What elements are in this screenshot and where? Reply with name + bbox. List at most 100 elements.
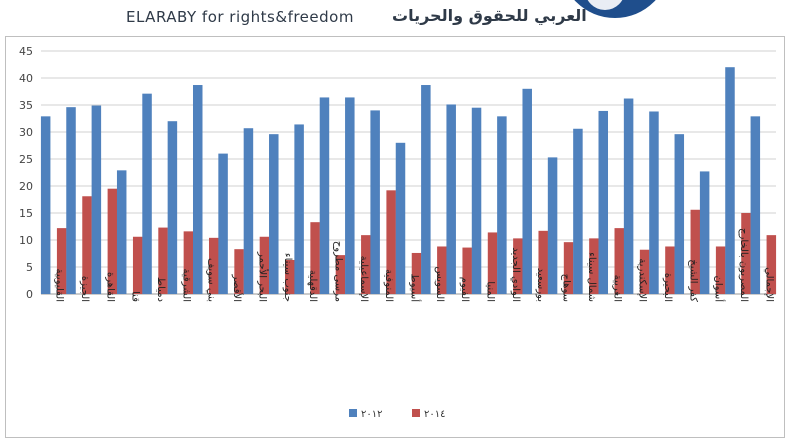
x-tick-label: أسوان xyxy=(713,276,726,303)
bar xyxy=(639,249,650,294)
x-tick-label: الوادي الجديد xyxy=(510,247,521,302)
x-tick-label: الفيوم xyxy=(459,277,470,302)
bar xyxy=(82,196,92,294)
x-tick-label: سوهاج xyxy=(561,274,572,302)
bar xyxy=(446,104,456,295)
bar xyxy=(547,157,558,294)
logo-inner-icon xyxy=(585,0,625,10)
bar xyxy=(66,107,76,294)
bar xyxy=(437,246,447,294)
bar xyxy=(725,67,735,294)
chart-container: 0 5 10 15 20 25 30 35 40 45 القليوبية الجيزة القاهرة… xyxy=(5,36,785,438)
bar xyxy=(183,231,194,294)
y-tick-label: 20 xyxy=(19,180,33,193)
legend-label: ٢٠١٢ xyxy=(361,409,382,420)
brand-arabic: العربي للحقوق والحريات xyxy=(392,6,587,25)
y-tick-label: 10 xyxy=(19,234,33,247)
bar xyxy=(649,111,659,294)
bar xyxy=(345,97,355,294)
y-tick-label: 45 xyxy=(19,45,33,58)
y-tick-label: 0 xyxy=(26,288,33,301)
y-tick-label: 25 xyxy=(19,153,33,166)
x-tick-label: جنوب سيناء xyxy=(282,253,293,302)
y-tick-label: 15 xyxy=(19,207,33,220)
bar xyxy=(513,238,523,294)
x-tick-label: الشرقية xyxy=(180,269,191,302)
x-tick-label: الإسكندرية xyxy=(637,258,648,302)
x-tick-label: المنوفية xyxy=(383,269,394,302)
bar xyxy=(361,235,371,294)
x-tick-label: القاهرة xyxy=(104,272,115,302)
x-tick-label: السويس xyxy=(434,267,445,302)
y-tick-label: 35 xyxy=(19,99,33,112)
x-tick-label: القليوبية xyxy=(54,268,65,302)
x-tick-label: الأقصر xyxy=(231,274,244,302)
bar xyxy=(259,236,270,294)
bar xyxy=(192,85,203,294)
x-tick-label: المنيا xyxy=(485,281,496,302)
x-tick-label: البحر الأحمر xyxy=(256,251,269,302)
bar xyxy=(766,235,777,294)
bar xyxy=(395,142,406,294)
bar xyxy=(421,85,431,294)
legend-swatch xyxy=(412,409,420,417)
bar xyxy=(132,236,143,294)
y-tick-label: 5 xyxy=(26,261,33,274)
bar xyxy=(623,98,634,294)
bar xyxy=(294,124,304,294)
bar xyxy=(674,134,685,294)
bar xyxy=(116,170,127,294)
bar xyxy=(487,232,498,294)
bar xyxy=(411,252,422,294)
x-tick-label: مرسى مطروح xyxy=(332,241,343,302)
bar xyxy=(386,190,396,294)
bar xyxy=(598,110,609,294)
legend-swatch xyxy=(349,409,357,417)
x-tick-label: قنا xyxy=(130,291,141,302)
x-tick-label: دمياط xyxy=(155,277,166,302)
x-tick-label: بورسعيد xyxy=(535,268,546,302)
bar xyxy=(614,228,625,294)
x-tick-label: الغربية xyxy=(611,275,622,302)
bar xyxy=(319,97,330,294)
bar xyxy=(218,153,228,294)
y-tick-label: 40 xyxy=(19,72,33,85)
bar xyxy=(462,247,472,294)
bar xyxy=(91,105,102,294)
legend-label: ٢٠١٤ xyxy=(424,409,445,420)
bar xyxy=(40,116,51,294)
bar xyxy=(285,259,295,294)
bar xyxy=(690,209,701,294)
bar xyxy=(589,238,599,294)
bar xyxy=(573,128,583,294)
x-tick-label: الجيزة xyxy=(79,276,90,302)
bar xyxy=(158,227,168,294)
bar xyxy=(269,134,279,294)
bar xyxy=(167,121,178,294)
x-tick-label: كفر الشيخ xyxy=(687,259,698,302)
x-tick-label: الإجمالي xyxy=(763,267,774,302)
x-tick-label: الدقهلية xyxy=(307,270,318,302)
x-tick-label: شمال سيناء xyxy=(586,252,597,302)
x-tick-label: الإسماعيلية xyxy=(358,256,369,302)
bar xyxy=(56,228,67,294)
bar xyxy=(538,230,548,294)
bar xyxy=(243,128,254,294)
x-tick-label: المصريون بالخارج xyxy=(738,228,749,302)
bar-chart: 0 5 10 15 20 25 30 35 40 45 القليوبية الجيزة القاهرة… xyxy=(19,45,777,420)
x-tick-label: بني سويف xyxy=(206,258,217,302)
bar xyxy=(142,93,152,294)
bar xyxy=(471,107,482,294)
bar xyxy=(208,237,219,294)
bar xyxy=(107,188,118,294)
bar xyxy=(741,213,751,294)
bar xyxy=(699,171,710,294)
bar xyxy=(335,255,346,294)
bar xyxy=(522,88,532,294)
bar xyxy=(310,222,320,294)
bar xyxy=(715,246,726,294)
bar xyxy=(234,249,244,294)
bar xyxy=(370,110,380,295)
header: ELARABY for rights&freedom العربي للحقوق… xyxy=(0,0,790,34)
y-tick-label: 30 xyxy=(19,126,33,139)
